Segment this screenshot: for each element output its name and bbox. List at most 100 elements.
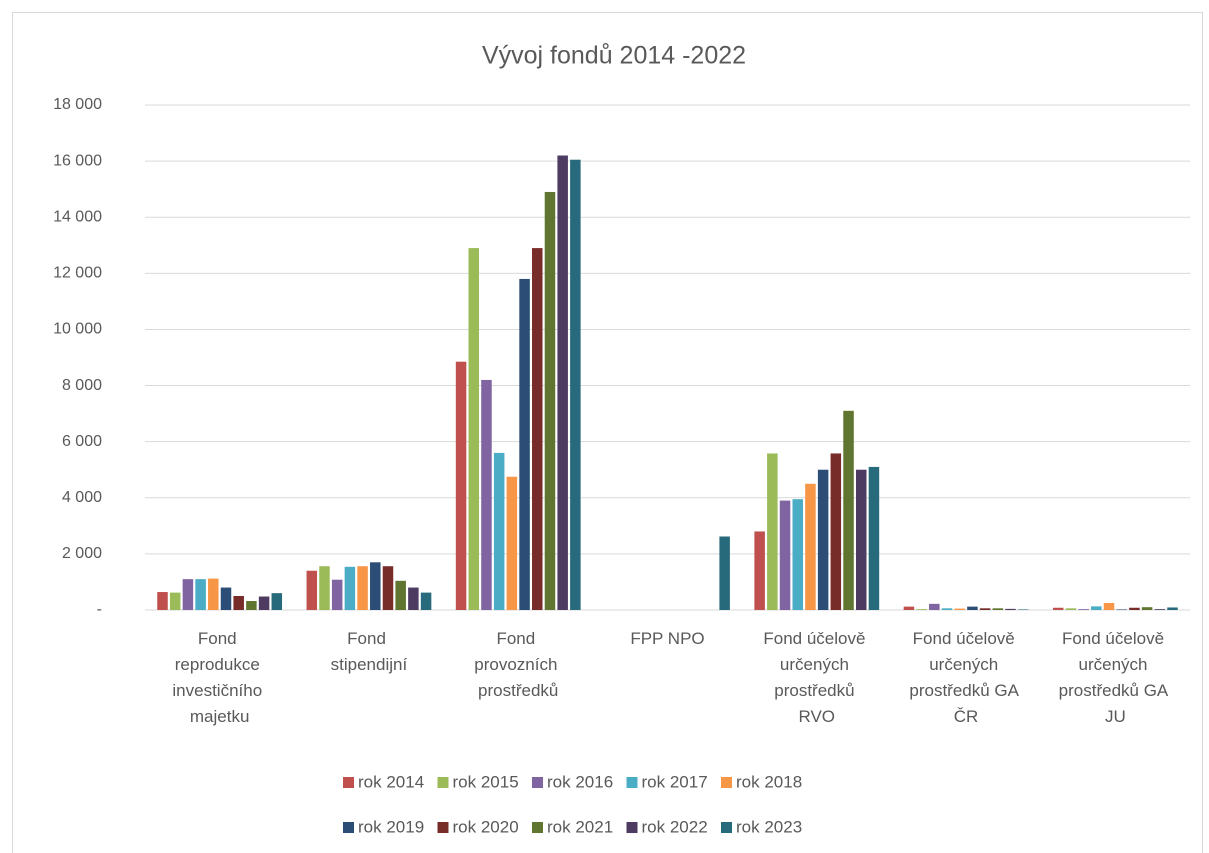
- bar: [1005, 608, 1016, 610]
- y-tick-label: 2 000: [62, 545, 102, 562]
- x-tick-label: FPP NPO: [630, 629, 704, 648]
- legend-label: rok 2015: [453, 772, 519, 791]
- chart-frame: [12, 12, 1203, 853]
- bar: [1141, 607, 1153, 610]
- bar: [792, 499, 803, 610]
- bar: [767, 453, 778, 610]
- bar: [1091, 606, 1102, 610]
- legend-label: rok 2020: [453, 817, 519, 836]
- bar: [420, 592, 432, 610]
- legend-swatch: [721, 822, 732, 833]
- legend-label: rok 2019: [358, 817, 424, 836]
- bar: [929, 603, 940, 610]
- legend-label: rok 2017: [642, 772, 708, 791]
- y-tick-label: 14 000: [53, 208, 102, 225]
- bar: [331, 579, 343, 610]
- legend-swatch: [626, 822, 638, 833]
- bar: [258, 596, 270, 610]
- chart-title: Vývoj fondů 2014 -2022: [482, 42, 746, 70]
- y-tick-label: 8 000: [62, 377, 102, 394]
- bar: [169, 592, 181, 610]
- x-tick-label: Fond provozních prostředků: [474, 629, 562, 700]
- bar: [468, 248, 480, 611]
- x-tick-label: Fond stipendijní: [331, 629, 408, 674]
- bar: [754, 531, 765, 610]
- y-tick-label: 6 000: [62, 433, 102, 450]
- bar: [1065, 608, 1077, 610]
- bar: [830, 453, 842, 610]
- legend-swatch: [437, 777, 449, 788]
- x-tick-label: Fond reprodukce investičního majetku: [172, 629, 267, 726]
- y-tick-label: 16 000: [53, 152, 102, 169]
- y-tick-label: 18 000: [53, 96, 102, 113]
- legend-swatch: [532, 822, 543, 833]
- bar: [481, 379, 492, 610]
- bar: [1167, 607, 1178, 610]
- bar: [992, 608, 1004, 610]
- y-tick-label: 12 000: [53, 265, 102, 282]
- bar: [954, 608, 965, 610]
- bar: [779, 500, 791, 610]
- bar: [855, 469, 867, 610]
- bar: [208, 578, 219, 610]
- bar: [246, 601, 257, 610]
- bar: [1017, 609, 1029, 610]
- bar: [979, 608, 991, 610]
- x-tick-label: Fond účelově určených prostředků GA JU: [1059, 629, 1172, 726]
- bar: [916, 609, 927, 610]
- bar: [306, 570, 318, 610]
- bar: [493, 452, 505, 610]
- bar: [195, 579, 206, 610]
- bar: [544, 191, 556, 610]
- bar: [220, 587, 232, 610]
- bar: [506, 476, 518, 610]
- legend-label: rok 2016: [547, 772, 613, 791]
- x-tick-label: Fond účelově určených prostředků GA ČR: [909, 629, 1022, 726]
- y-tick-label: 10 000: [53, 321, 102, 338]
- legend-swatch: [343, 777, 354, 788]
- legend-swatch: [532, 777, 543, 788]
- bar: [395, 580, 406, 610]
- x-tick-label: Fond účelově určených prostředků RVO: [763, 629, 870, 726]
- legend-swatch: [343, 822, 354, 833]
- bar: [967, 606, 978, 610]
- bar: [903, 606, 915, 610]
- legend-label: rok 2022: [642, 817, 708, 836]
- bar: [519, 278, 530, 610]
- bar: [382, 566, 394, 610]
- legend-swatch: [437, 822, 449, 833]
- bar: [157, 592, 168, 610]
- bar: [182, 579, 194, 610]
- bar: [817, 469, 829, 610]
- bar: [1103, 602, 1115, 610]
- legend-label: rok 2018: [736, 772, 802, 791]
- bar: [532, 248, 543, 611]
- legend-swatch: [626, 777, 638, 788]
- bar: [370, 562, 381, 610]
- bar: [941, 608, 953, 610]
- bar: [408, 587, 419, 610]
- bar: [843, 410, 854, 610]
- bar: [1052, 607, 1064, 610]
- y-tick-label: -: [97, 601, 102, 618]
- bar: [1129, 607, 1140, 610]
- y-tick-label: 4 000: [62, 489, 102, 506]
- bar: [1154, 609, 1166, 610]
- legend-label: rok 2023: [736, 817, 802, 836]
- legend-label: rok 2014: [358, 772, 424, 791]
- bar: [1078, 609, 1089, 610]
- bar: [233, 595, 244, 610]
- legend-swatch: [721, 777, 732, 788]
- bar: [570, 159, 581, 611]
- bar: [319, 566, 330, 610]
- bar: [344, 566, 356, 610]
- bar: [719, 536, 730, 610]
- bar: [271, 593, 283, 610]
- bar: [557, 155, 568, 610]
- bar: [1116, 609, 1127, 610]
- legend-label: rok 2021: [547, 817, 613, 836]
- bar: [868, 466, 880, 610]
- bar: [455, 361, 467, 610]
